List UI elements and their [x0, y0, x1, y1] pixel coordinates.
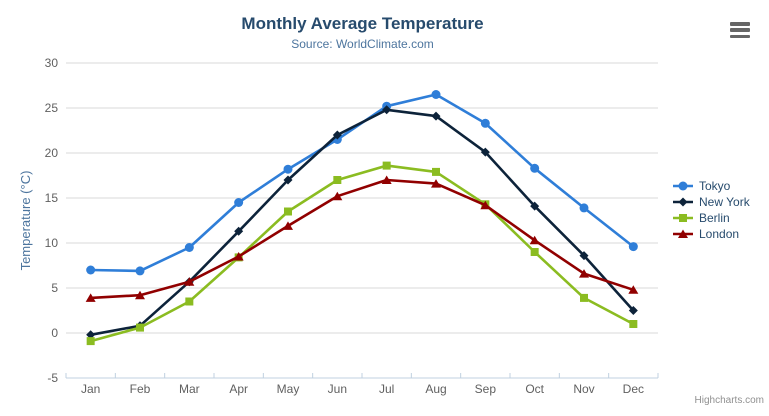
data-point[interactable]: [628, 285, 639, 294]
data-point[interactable]: [579, 269, 589, 278]
data-point[interactable]: [284, 207, 292, 216]
y-axis-tick-label: 25: [45, 101, 59, 115]
data-point[interactable]: [86, 337, 95, 346]
data-point[interactable]: [480, 200, 491, 210]
x-axis-tick-label: Dec: [623, 382, 644, 396]
data-point[interactable]: [135, 290, 145, 300]
hamburger-icon: [730, 28, 750, 32]
data-point[interactable]: [185, 297, 194, 306]
legend-label: London: [699, 227, 740, 241]
legend-label: Berlin: [699, 211, 730, 225]
data-point[interactable]: [135, 266, 145, 276]
data-point[interactable]: [580, 293, 588, 302]
hamburger-icon: [730, 22, 750, 26]
circle-legend-marker-icon: [673, 181, 693, 191]
credits-link[interactable]: Highcharts.com: [694, 395, 764, 406]
y-axis-tick-label: 30: [45, 56, 59, 70]
data-point[interactable]: [629, 320, 638, 328]
x-axis-tick-label: Nov: [573, 382, 594, 396]
series-line-new-york: [89, 108, 635, 337]
y-axis-title: Temperature (°C): [18, 171, 33, 271]
data-point[interactable]: [530, 248, 539, 256]
data-point[interactable]: [283, 221, 293, 230]
legend-item-london[interactable]: London: [672, 226, 750, 242]
data-point[interactable]: [431, 179, 441, 188]
x-axis-tick-label: Mar: [179, 382, 200, 396]
y-axis-tick-label: 15: [45, 191, 59, 205]
data-point[interactable]: [333, 176, 342, 184]
data-point[interactable]: [579, 203, 589, 213]
data-point[interactable]: [579, 251, 589, 261]
data-point[interactable]: [432, 167, 440, 176]
x-axis-tick-label: Feb: [130, 382, 151, 396]
data-point[interactable]: [184, 243, 194, 252]
x-axis-tick-label: Oct: [525, 382, 544, 396]
data-point[interactable]: [233, 252, 244, 261]
square-legend-marker-icon: [673, 214, 693, 222]
data-point[interactable]: [332, 130, 342, 140]
data-point[interactable]: [431, 90, 441, 99]
data-point[interactable]: [628, 242, 638, 252]
series-line-berlin: [89, 164, 635, 343]
data-point[interactable]: [136, 323, 144, 332]
y-axis-tick-label: -5: [47, 371, 58, 385]
legend-label: Tokyo: [699, 179, 731, 193]
data-point[interactable]: [86, 330, 96, 340]
data-point[interactable]: [332, 191, 343, 201]
data-point[interactable]: [234, 198, 244, 207]
triangle-legend-marker-icon: [673, 229, 693, 238]
data-point[interactable]: [283, 175, 293, 185]
legend-marker-shape: [679, 214, 687, 222]
data-point[interactable]: [382, 161, 391, 170]
y-axis-tick-label: 5: [51, 281, 58, 295]
data-point[interactable]: [85, 293, 96, 302]
legend-item-berlin[interactable]: Berlin: [672, 210, 750, 226]
data-point[interactable]: [86, 265, 96, 275]
data-point[interactable]: [530, 201, 540, 211]
x-axis-tick-label: Sep: [475, 382, 497, 396]
data-point[interactable]: [529, 235, 540, 245]
x-axis-tick-label: Jun: [328, 382, 347, 396]
data-point[interactable]: [431, 111, 441, 121]
x-axis-tick-label: Jul: [379, 382, 394, 396]
series-line-london: [89, 178, 635, 300]
data-point[interactable]: [381, 175, 392, 185]
data-point[interactable]: [234, 226, 244, 236]
x-axis-tick-label: May: [277, 382, 300, 396]
data-point[interactable]: [480, 118, 490, 128]
chart-subtitle: Source: WorldClimate.com: [291, 37, 434, 51]
data-point[interactable]: [382, 105, 392, 115]
legend-label: New York: [699, 195, 750, 209]
data-point[interactable]: [184, 277, 195, 286]
data-point[interactable]: [530, 163, 540, 173]
data-point[interactable]: [283, 164, 293, 174]
y-axis-tick-label: 0: [51, 326, 58, 340]
export-menu-button[interactable]: [728, 20, 752, 40]
diamond-legend-marker-icon: [673, 197, 693, 207]
x-axis-tick-label: Apr: [229, 382, 248, 396]
x-axis-tick-label: Aug: [425, 382, 446, 396]
chart-title: Monthly Average Temperature: [241, 14, 484, 33]
data-point[interactable]: [628, 306, 638, 315]
y-axis-tick-label: 10: [45, 236, 59, 250]
x-axis-tick-label: Jan: [81, 382, 100, 396]
y-axis-tick-label: 20: [45, 146, 59, 160]
legend-item-tokyo[interactable]: Tokyo: [672, 178, 750, 194]
legend: Tokyo New York Berlin London: [672, 178, 750, 242]
data-point[interactable]: [480, 147, 490, 157]
hamburger-icon: [730, 34, 750, 38]
legend-marker-shape: [678, 229, 688, 238]
legend-item-new-york[interactable]: New York: [672, 194, 750, 210]
legend-marker-shape: [678, 181, 688, 191]
legend-marker-shape: [678, 197, 688, 207]
